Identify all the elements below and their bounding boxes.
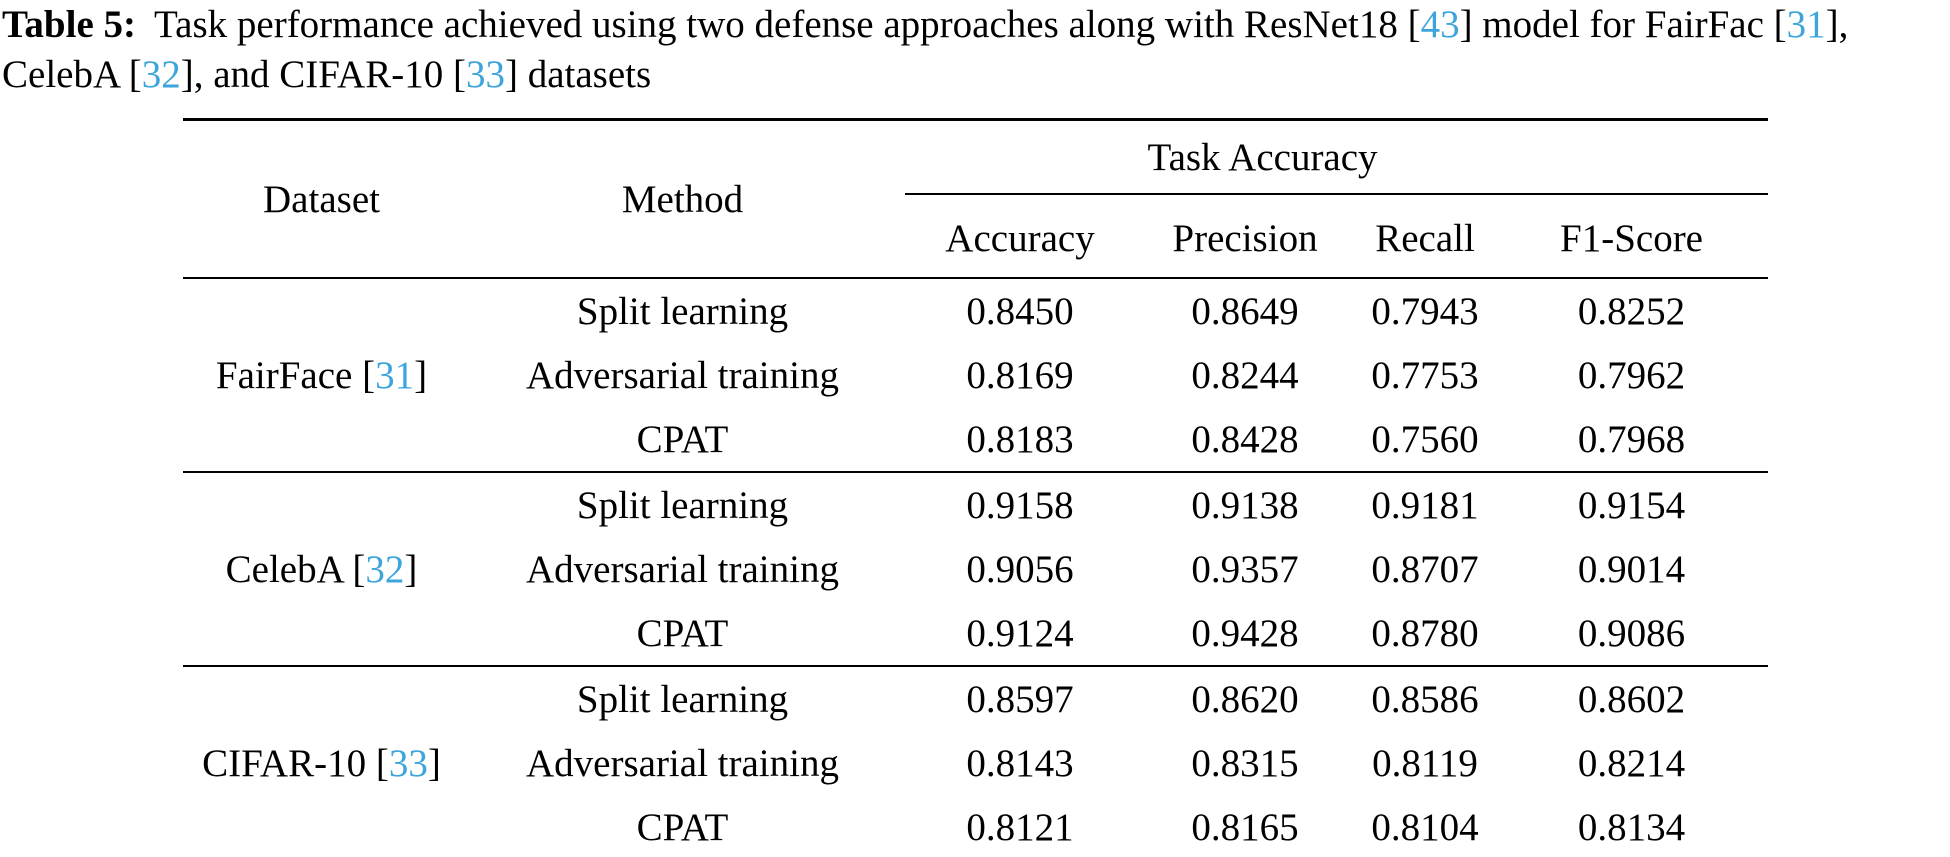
- value-cell: 0.9014: [1577, 547, 1686, 591]
- group-fairface: FairFace [31] Split learning 0.8450 0.86…: [183, 278, 1769, 472]
- method-cell: Split learning: [576, 483, 789, 527]
- citation-link-33[interactable]: 33: [388, 741, 428, 785]
- results-table-container: Dataset Method Task Accuracy Accuracy Pr…: [183, 118, 1769, 857]
- table-row: CelebA [32] Split learning 0.9158 0.9138…: [183, 472, 1768, 591]
- dataset-name: CIFAR-10 [: [202, 741, 389, 785]
- caption-text: CelebA [: [2, 53, 142, 96]
- method-cell: Adversarial training: [526, 741, 839, 785]
- citation-link-31[interactable]: 31: [375, 353, 415, 397]
- value-cell: 0.8104: [1371, 805, 1479, 849]
- value-cell: 0.8620: [1191, 677, 1299, 721]
- caption-text: ], and CIFAR-10 [: [180, 53, 466, 96]
- table-row: CPAT 0.8183 0.8428 0.7560 0.7968: [183, 407, 1768, 472]
- caption-text: Task performance achieved using two defe…: [145, 3, 1421, 46]
- dataset-name: ]: [414, 353, 428, 397]
- results-table: Dataset Method Task Accuracy Accuracy Pr…: [183, 118, 1769, 857]
- value-cell: 0.8649: [1191, 289, 1299, 333]
- value-cell: 0.8165: [1191, 805, 1299, 849]
- value-cell: 0.8780: [1371, 611, 1479, 655]
- caption-label: Table 5:: [2, 3, 137, 46]
- method-cell: Adversarial training: [526, 353, 839, 397]
- value-cell: 0.8252: [1577, 289, 1686, 333]
- value-cell: 0.7560: [1371, 417, 1479, 461]
- value-cell: 0.9124: [966, 611, 1074, 655]
- value-cell: 0.9086: [1577, 611, 1686, 655]
- value-cell: 0.8214: [1577, 741, 1686, 785]
- caption-text: ] model for FairFac [: [1459, 3, 1787, 46]
- caption-line-2: CelebA [32], and CIFAR-10 [33] datasets: [2, 50, 1950, 100]
- table-row: Adversarial training 0.8143 0.8315 0.811…: [183, 731, 1768, 795]
- value-cell: 0.9138: [1191, 483, 1299, 527]
- value-cell: 0.9428: [1191, 611, 1299, 655]
- table-caption: Table 5: Task performance achieved using…: [2, 0, 1950, 100]
- value-cell: 0.9158: [966, 483, 1074, 527]
- caption-text: ],: [1825, 3, 1849, 46]
- citation-link-33[interactable]: 33: [465, 53, 505, 96]
- method-cell: CPAT: [636, 417, 729, 461]
- table-row: CPAT 0.8121 0.8165 0.8104 0.8134: [183, 795, 1768, 857]
- value-cell: 0.7753: [1371, 353, 1479, 397]
- dataset-name: ]: [427, 741, 441, 785]
- group-cifar10: CIFAR-10 [33] Split learning 0.8597 0.86…: [183, 666, 1768, 857]
- value-cell: 0.8602: [1577, 677, 1686, 721]
- value-cell: 0.9357: [1191, 547, 1299, 591]
- method-cell: CPAT: [636, 611, 729, 655]
- table-row: FairFace [31] Split learning 0.8450 0.86…: [183, 278, 1768, 397]
- value-cell: 0.8143: [966, 741, 1074, 785]
- citation-link-43[interactable]: 43: [1420, 3, 1460, 46]
- col-header-task-accuracy: Task Accuracy: [905, 119, 1769, 195]
- value-cell: 0.8315: [1191, 741, 1299, 785]
- caption-text: ] datasets: [504, 53, 652, 96]
- value-cell: 0.8707: [1371, 547, 1479, 591]
- value-cell: 0.7943: [1371, 289, 1479, 333]
- col-header-f1-score: F1-Score: [1560, 216, 1703, 260]
- citation-link-32[interactable]: 32: [365, 547, 405, 591]
- dataset-name: CelebA [: [225, 547, 366, 591]
- value-cell: 0.9056: [966, 547, 1074, 591]
- value-cell: 0.8119: [1372, 741, 1478, 785]
- group-celeba: CelebA [32] Split learning 0.9158 0.9138…: [183, 472, 1769, 666]
- method-cell: CPAT: [636, 805, 729, 849]
- value-cell: 0.8244: [1191, 353, 1299, 397]
- method-cell: Adversarial training: [526, 547, 839, 591]
- table-row: CPAT 0.9124 0.9428 0.8780 0.9086: [183, 601, 1768, 666]
- value-cell: 0.8428: [1191, 417, 1299, 461]
- value-cell: 0.8169: [966, 353, 1074, 397]
- value-cell: 0.8121: [966, 805, 1074, 849]
- dataset-cell-celeba: CelebA [32]: [183, 472, 460, 666]
- table-row: CIFAR-10 [33] Split learning 0.8597 0.86…: [183, 666, 1768, 785]
- header-row-1: Dataset Method Task Accuracy: [183, 119, 1769, 221]
- value-cell: 0.8597: [966, 677, 1074, 721]
- method-cell: Split learning: [576, 289, 789, 333]
- value-cell: 0.8586: [1371, 677, 1479, 721]
- col-header-precision: Precision: [1172, 216, 1318, 260]
- dataset-cell-fairface: FairFace [31]: [183, 278, 460, 472]
- col-header-method: Method: [621, 177, 744, 221]
- header-row-2: Accuracy Precision Recall F1-Score: [183, 194, 1768, 278]
- value-cell: 0.7968: [1577, 417, 1686, 461]
- value-cell: 0.7962: [1577, 353, 1686, 397]
- task-accuracy-label: Task Accuracy: [1147, 135, 1378, 179]
- dataset-name: ]: [404, 547, 418, 591]
- table-row: Adversarial training 0.9056 0.9357 0.870…: [183, 537, 1768, 601]
- value-cell: 0.8134: [1577, 805, 1686, 849]
- citation-link-31[interactable]: 31: [1786, 3, 1826, 46]
- value-cell: 0.9181: [1371, 483, 1479, 527]
- citation-link-32[interactable]: 32: [141, 53, 181, 96]
- dataset-name: FairFace [: [215, 353, 376, 397]
- table-header: Dataset Method Task Accuracy Accuracy Pr…: [183, 119, 1769, 278]
- col-header-recall: Recall: [1375, 216, 1475, 260]
- caption-line-1: Table 5: Task performance achieved using…: [2, 0, 1950, 50]
- value-cell: 0.9154: [1577, 483, 1686, 527]
- dataset-cell-cifar10: CIFAR-10 [33]: [183, 666, 460, 857]
- col-header-dataset: Dataset: [263, 177, 380, 221]
- method-cell: Split learning: [576, 677, 789, 721]
- value-cell: 0.8450: [966, 289, 1074, 333]
- col-header-accuracy: Accuracy: [945, 216, 1095, 260]
- table-row: Adversarial training 0.8169 0.8244 0.775…: [183, 343, 1768, 407]
- value-cell: 0.8183: [966, 417, 1074, 461]
